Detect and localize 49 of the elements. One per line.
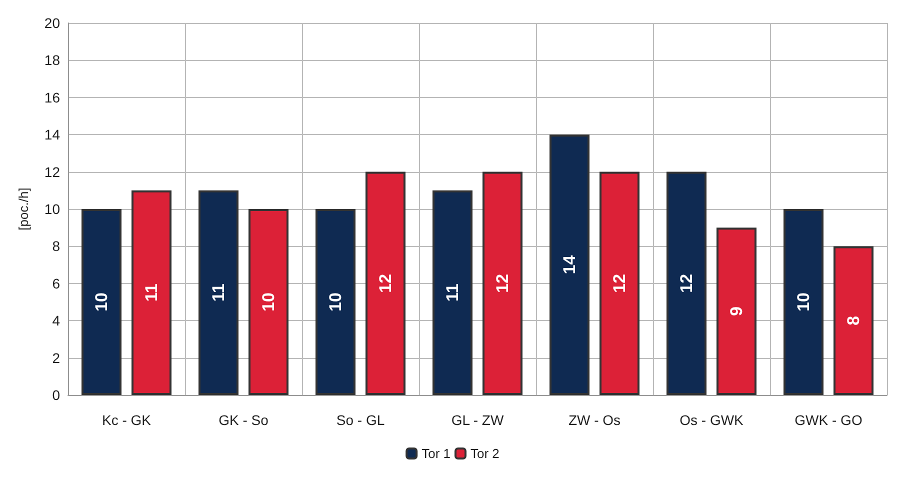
data-label: 12 bbox=[493, 274, 512, 293]
x-tick-label: GL - ZW bbox=[451, 412, 504, 428]
x-tick-label: GWK - GO bbox=[794, 412, 862, 428]
y-tick-label: 4 bbox=[52, 312, 60, 329]
data-label: 14 bbox=[560, 254, 579, 274]
y-tick-label: 16 bbox=[44, 89, 60, 106]
y-tick-label: 10 bbox=[44, 201, 60, 217]
legend-label: Tor 1 bbox=[422, 446, 451, 461]
y-tick-label: 0 bbox=[52, 387, 60, 403]
data-label: 12 bbox=[677, 274, 696, 293]
data-label: 9 bbox=[727, 306, 746, 316]
bar bbox=[600, 172, 640, 395]
bar bbox=[366, 172, 406, 395]
data-label: 11 bbox=[443, 284, 462, 302]
legend-label: Tor 2 bbox=[470, 446, 500, 461]
y-axis-title: [poc./h] bbox=[16, 188, 31, 230]
data-label: 12 bbox=[610, 274, 629, 293]
x-tick-label: So - GL bbox=[336, 412, 385, 428]
data-label: 11 bbox=[209, 284, 228, 302]
data-label: 10 bbox=[92, 292, 111, 312]
x-tick-label: Kc - GK bbox=[102, 412, 152, 428]
y-tick-label: 14 bbox=[44, 126, 60, 143]
bar bbox=[834, 246, 874, 395]
bar bbox=[666, 172, 706, 395]
y-tick-label: 8 bbox=[52, 238, 60, 254]
data-label: 8 bbox=[844, 316, 863, 326]
x-tick-label: ZW - Os bbox=[568, 412, 621, 428]
data-label: 11 bbox=[142, 284, 161, 302]
data-label: 10 bbox=[259, 292, 278, 312]
y-tick-label: 20 bbox=[44, 15, 60, 31]
bar bbox=[784, 209, 824, 395]
data-label: 12 bbox=[376, 274, 395, 293]
y-tick-label: 2 bbox=[52, 350, 60, 366]
y-tick-label: 12 bbox=[44, 164, 60, 180]
bar bbox=[432, 190, 472, 395]
y-tick-label: 6 bbox=[52, 275, 60, 292]
bar bbox=[198, 190, 238, 395]
bar bbox=[716, 228, 756, 395]
bar bbox=[550, 134, 590, 395]
bar bbox=[248, 209, 288, 395]
data-label: 10 bbox=[794, 292, 813, 312]
bar bbox=[482, 172, 522, 395]
x-tick-label: GK - So bbox=[218, 412, 269, 428]
y-tick-label: 18 bbox=[44, 52, 60, 68]
bar bbox=[316, 209, 356, 395]
x-tick-label: Os - GWK bbox=[680, 412, 744, 428]
bar bbox=[82, 209, 122, 395]
bar bbox=[132, 190, 172, 395]
data-label: 10 bbox=[326, 292, 345, 312]
